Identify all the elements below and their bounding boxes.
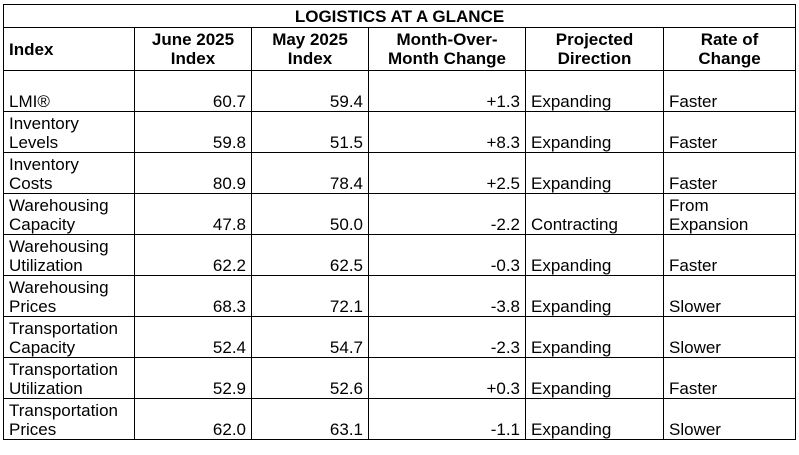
cell-projected-direction: Expanding — [525, 70, 664, 112]
cell-june-2025-index: 80.9 — [134, 152, 252, 194]
cell-may-2025-index: 52.6 — [251, 357, 369, 399]
cell-projected-direction: Expanding — [525, 152, 664, 194]
table-body: LMI® 60.7 59.4 +1.3 Expanding Faster Inventory… — [3, 70, 797, 440]
cell-projected-direction: Expanding — [525, 316, 664, 358]
cell-month-over-month-change: -3.8 — [368, 275, 526, 317]
cell-rate-of-change: Faster — [662, 357, 797, 399]
logistics-at-a-glance-table: LOGISTICS AT A GLANCE Index June 2025 In… — [2, 4, 797, 440]
cell-rate-of-change: Slower — [662, 316, 797, 358]
cell-index: Inventory Levels — [3, 111, 135, 153]
cell-may-2025-index: 50.0 — [251, 193, 369, 235]
cell-projected-direction: Expanding — [525, 357, 664, 399]
cell-month-over-month-change: -1.1 — [368, 398, 526, 440]
table-row: Transportation Capacity 52.4 54.7 -2.3 Expan… — [3, 316, 797, 358]
header-june-2025-index: June 2025 Index — [134, 27, 252, 71]
cell-may-2025-index: 62.5 — [251, 234, 369, 276]
table-row: Transportation Utilization 52.9 52.6 +0.3 Ex… — [3, 357, 797, 399]
table-row: Warehousing Utilization 62.2 62.5 -0.3 Expan… — [3, 234, 797, 276]
cell-index: Inventory Costs — [3, 152, 135, 194]
cell-rate-of-change: Faster — [662, 152, 797, 194]
table-row: Inventory Levels 59.8 51.5 +8.3 Expanding Fas… — [3, 111, 797, 153]
table-row: Warehousing Capacity 47.8 50.0 -2.2 Contract… — [3, 193, 797, 235]
cell-month-over-month-change: +2.5 — [368, 152, 526, 194]
header-may-2025-index: May 2025 Index — [251, 27, 369, 71]
cell-projected-direction: Contracting — [525, 193, 664, 235]
cell-june-2025-index: 47.8 — [134, 193, 252, 235]
cell-projected-direction: Expanding — [525, 234, 664, 276]
header-projected-direction: Projected Direction — [525, 27, 664, 71]
cell-rate-of-change: From Expansion — [662, 193, 797, 235]
cell-projected-direction: Expanding — [525, 111, 664, 153]
table-title: LOGISTICS AT A GLANCE — [2, 4, 797, 28]
cell-rate-of-change: Faster — [662, 111, 797, 153]
cell-june-2025-index: 52.4 — [134, 316, 252, 358]
cell-june-2025-index: 59.8 — [134, 111, 252, 153]
header-month-over-month-change: Month-Over- Month Change — [368, 27, 526, 71]
table-row: Warehousing Prices 68.3 72.1 -3.8 Expanding S… — [3, 275, 797, 317]
table-header-row: Index June 2025 Index May 2025 Index Mon… — [3, 27, 797, 71]
cell-may-2025-index: 63.1 — [251, 398, 369, 440]
cell-index: LMI® — [3, 70, 135, 112]
cell-may-2025-index: 72.1 — [251, 275, 369, 317]
cell-rate-of-change: Slower — [662, 275, 797, 317]
header-index: Index — [3, 27, 135, 71]
cell-month-over-month-change: -2.2 — [368, 193, 526, 235]
cell-june-2025-index: 62.2 — [134, 234, 252, 276]
table-title-row: LOGISTICS AT A GLANCE — [2, 4, 797, 28]
cell-june-2025-index: 68.3 — [134, 275, 252, 317]
header-rate-of-change: Rate of Change — [662, 27, 797, 71]
cell-june-2025-index: 52.9 — [134, 357, 252, 399]
cell-index: Warehousing Prices — [3, 275, 135, 317]
table-row: Inventory Costs 80.9 78.4 +2.5 Expanding Fast… — [3, 152, 797, 194]
table-row: LMI® 60.7 59.4 +1.3 Expanding Faster — [3, 70, 797, 112]
cell-may-2025-index: 59.4 — [251, 70, 369, 112]
cell-june-2025-index: 62.0 — [134, 398, 252, 440]
cell-month-over-month-change: +1.3 — [368, 70, 526, 112]
cell-month-over-month-change: +8.3 — [368, 111, 526, 153]
cell-month-over-month-change: -0.3 — [368, 234, 526, 276]
cell-may-2025-index: 78.4 — [251, 152, 369, 194]
cell-june-2025-index: 60.7 — [134, 70, 252, 112]
cell-may-2025-index: 51.5 — [251, 111, 369, 153]
cell-index: Transportation Prices — [3, 398, 135, 440]
cell-index: Warehousing Utilization — [3, 234, 135, 276]
cell-projected-direction: Expanding — [525, 275, 664, 317]
cell-may-2025-index: 54.7 — [251, 316, 369, 358]
cell-index: Transportation Capacity — [3, 316, 135, 358]
cell-rate-of-change: Slower — [662, 398, 797, 440]
cell-rate-of-change: Faster — [662, 70, 797, 112]
cell-month-over-month-change: -2.3 — [368, 316, 526, 358]
cell-index: Transportation Utilization — [3, 357, 135, 399]
cell-rate-of-change: Faster — [662, 234, 797, 276]
cell-month-over-month-change: +0.3 — [368, 357, 526, 399]
table-row: Transportation Prices 62.0 63.1 -1.1 Expandi… — [3, 398, 797, 440]
cell-index: Warehousing Capacity — [3, 193, 135, 235]
cell-projected-direction: Expanding — [525, 398, 664, 440]
